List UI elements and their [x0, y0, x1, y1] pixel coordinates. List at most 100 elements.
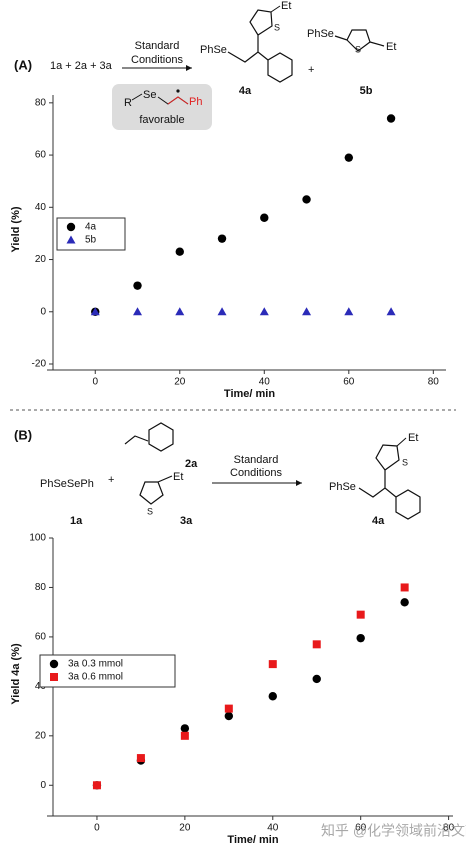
y-tick-label: 20	[35, 730, 47, 741]
y-axis-label: Yield 4a (%)	[10, 643, 22, 705]
intermediate-r: R	[124, 97, 132, 109]
x-tick-label: 80	[428, 377, 440, 388]
y-tick-label: 100	[29, 533, 46, 544]
marker	[356, 633, 365, 643]
x-tick-label: 80	[443, 823, 455, 834]
marker	[344, 153, 354, 162]
bond	[270, 5, 281, 13]
legend-marker	[66, 222, 76, 232]
bond	[396, 437, 407, 447]
structure	[124, 422, 174, 452]
legend-label: 4a	[85, 222, 97, 233]
legend-box	[39, 654, 176, 688]
marker	[133, 281, 142, 290]
marker	[302, 307, 312, 316]
legend-label: 5b	[85, 235, 97, 246]
legend-marker	[49, 659, 59, 669]
x-tick-label: 20	[179, 823, 191, 834]
substituent: Et	[386, 41, 396, 53]
marker	[356, 610, 365, 619]
legend-label: 3a 0.3 mmol	[68, 659, 123, 670]
x-tick-label: 0	[92, 377, 98, 388]
x-axis-label: Time/ min	[224, 388, 275, 400]
panel-label: (B)	[14, 427, 32, 442]
marker	[92, 781, 101, 790]
x-tick-label: 40	[259, 377, 271, 388]
structure	[139, 475, 173, 505]
y-tick-label: 60	[35, 632, 47, 643]
compound-label: 3a	[180, 515, 193, 527]
group: PhSe	[200, 44, 227, 56]
intermediate-note: favorable	[139, 114, 184, 126]
legend-label: 3a 0.6 mmol	[68, 672, 123, 683]
scheme-a: (A) 1a + 2a + 3a Standard Conditions PhS…	[14, 0, 396, 130]
y-axis-label: Yield (%)	[10, 206, 22, 252]
intermediate-se: Se	[143, 89, 156, 101]
marker	[268, 660, 277, 669]
marker	[180, 724, 190, 733]
y-tick-label: 40	[35, 202, 47, 213]
marker	[312, 674, 321, 684]
y-tick-label: 80	[35, 582, 47, 593]
compound-label: 1a	[70, 515, 83, 527]
arrow-head	[296, 480, 302, 486]
y-tick-label: 20	[35, 254, 47, 265]
radical	[176, 89, 180, 93]
condition: Standard	[234, 454, 279, 466]
bond	[131, 93, 143, 101]
marker	[217, 234, 227, 243]
compound-label: 5b	[360, 85, 373, 97]
substituent: Et	[281, 0, 291, 12]
x-tick-label: 20	[174, 377, 186, 388]
heteroatom: S	[355, 44, 361, 54]
legend-marker	[66, 235, 76, 244]
marker	[136, 754, 145, 763]
heteroatom: S	[274, 22, 280, 32]
heteroatom: S	[402, 457, 408, 467]
intermediate-box	[112, 84, 212, 130]
arrow-head	[186, 65, 192, 71]
x-axis-label: Time/ min	[227, 834, 278, 846]
marker	[268, 692, 277, 701]
marker	[224, 711, 234, 721]
marker	[217, 307, 227, 316]
condition: Conditions	[230, 467, 282, 479]
marker	[175, 307, 185, 316]
x-tick-label: 60	[355, 823, 367, 834]
reactant: PhSeSePh	[40, 478, 94, 490]
plus: +	[308, 64, 314, 76]
compound-label: 2a	[185, 458, 198, 470]
marker	[386, 307, 396, 316]
charts: -20 0 20 40 60 80 0 20 40 60 80 Time/ min Yield (%) 4…	[10, 95, 455, 846]
compound-label: 4a	[239, 85, 252, 97]
y-tick-label: 0	[40, 306, 46, 317]
heteroatom: S	[147, 506, 153, 516]
marker	[344, 307, 354, 316]
bond	[167, 96, 189, 105]
condition: Standard	[135, 40, 180, 52]
substituent: Et	[408, 432, 418, 444]
substituent: Et	[173, 471, 183, 483]
legend-marker	[50, 673, 58, 681]
legend-box	[56, 217, 126, 251]
marker	[302, 195, 311, 204]
marker	[400, 598, 409, 607]
y-tick-label: 60	[35, 150, 47, 161]
intermediate-ph: Ph	[189, 96, 202, 108]
group: PhSe	[307, 28, 334, 40]
marker	[312, 640, 321, 649]
x-tick-label: 40	[267, 823, 279, 834]
marker	[133, 307, 143, 316]
marker	[400, 583, 409, 592]
reactants: 1a + 2a + 3a	[50, 60, 113, 72]
structure	[334, 29, 385, 52]
y-tick-label: 80	[35, 97, 47, 108]
marker	[260, 213, 269, 222]
compound-label: 4a	[372, 515, 385, 527]
marker	[175, 247, 184, 256]
structure	[227, 9, 293, 83]
watermark: 知乎 @化学领域前沿文献	[321, 823, 466, 839]
marker	[180, 731, 189, 740]
group: PhSe	[329, 481, 356, 493]
scheme-b: (B) PhSeSePh + 2a S Et 3a 1a Standard Co…	[14, 422, 421, 527]
